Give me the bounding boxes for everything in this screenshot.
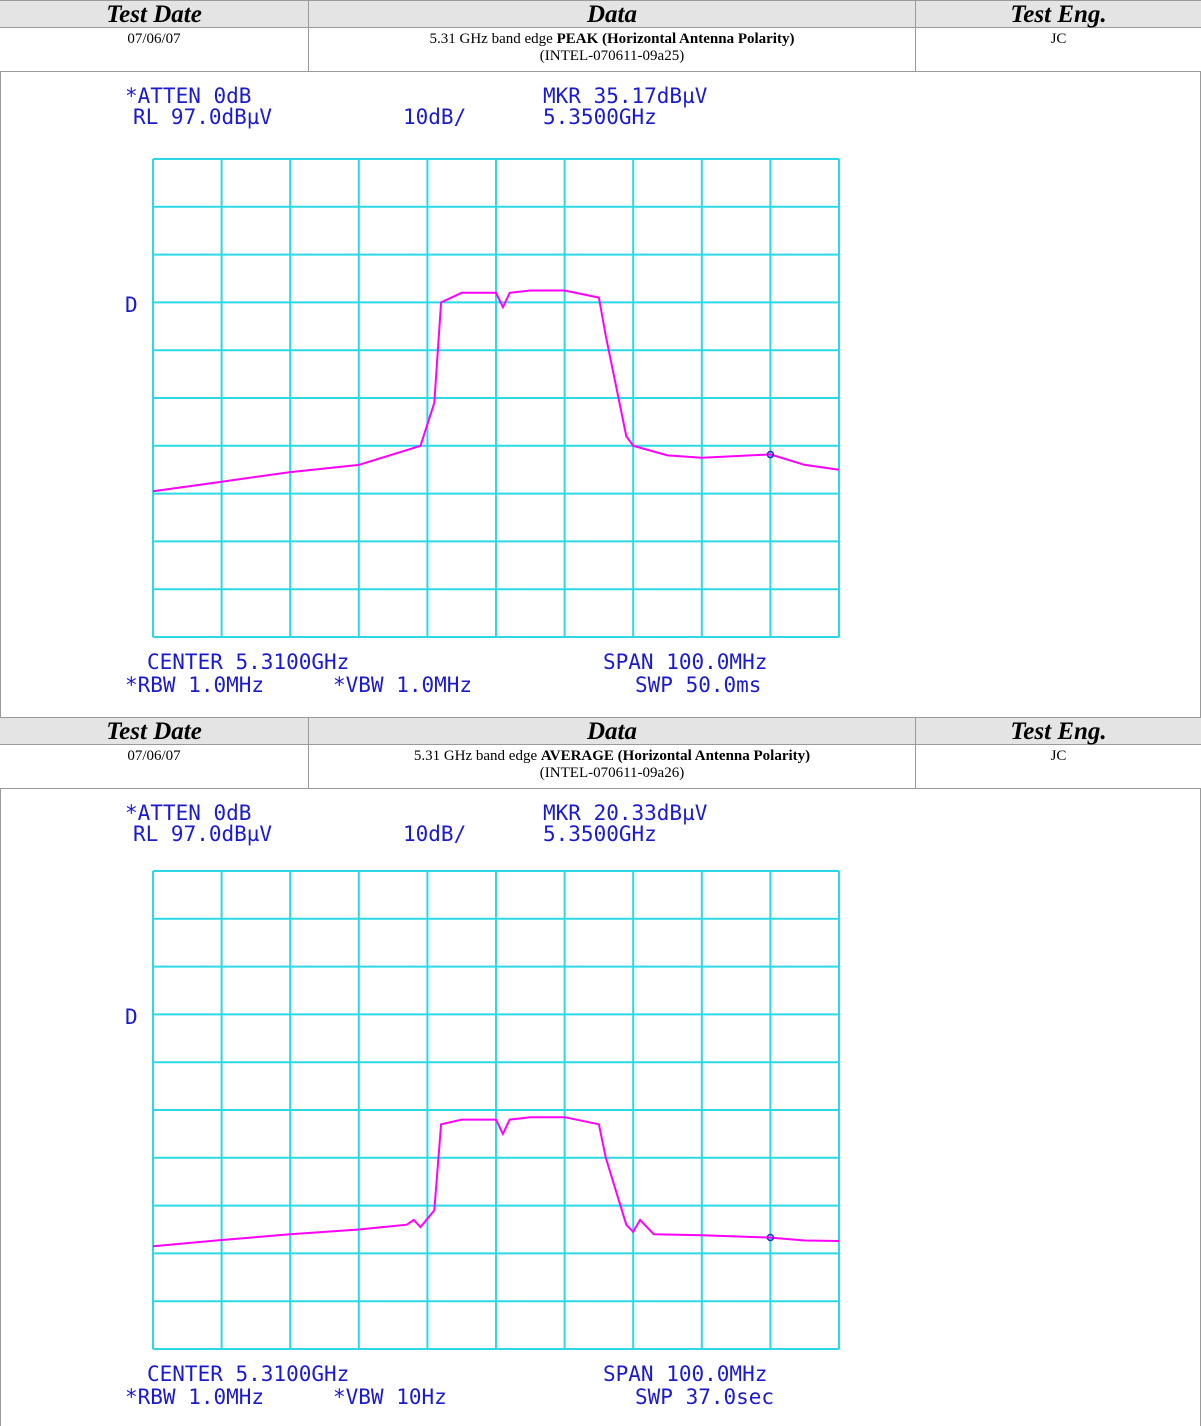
divider <box>308 718 309 744</box>
header-test-date: Test Date <box>106 718 202 745</box>
marker-level-label: MKR 20.33dBµV <box>543 801 708 825</box>
test-eng-value: JC <box>1050 748 1067 764</box>
center-freq-label: CENTER 5.3100GHz <box>147 1362 349 1386</box>
desc-prefix: 5.31 GHz band edge <box>429 31 557 47</box>
header-data: Data <box>587 1 637 28</box>
sweep-label: SWP 50.0ms <box>635 673 761 697</box>
marker-level-label: MKR 35.17dBµV <box>543 84 708 108</box>
header-test-eng: Test Eng. <box>1010 718 1107 745</box>
header-row-1: Test Date Data Test Eng. <box>0 0 1201 28</box>
header-data: Data <box>587 718 637 745</box>
sweep-label: SWP 37.0sec <box>635 1385 774 1409</box>
scale-label: 10dB/ <box>403 105 466 129</box>
ref-level-label: RL 97.0dBµV <box>133 105 272 129</box>
header-test-eng: Test Eng. <box>1010 1 1107 28</box>
vbw-label: *VBW 10Hz <box>333 1385 447 1409</box>
header-row-2: Test Date Data Test Eng. <box>0 717 1201 745</box>
divider <box>308 745 309 789</box>
marker-freq-label: 5.3500GHz <box>543 822 657 846</box>
desc-id: (INTEL-070611-09a25) <box>539 48 685 64</box>
divider <box>915 28 916 72</box>
detector-label: D <box>125 293 138 317</box>
plot-frame-2: *ATTEN 0dB RL 97.0dBµV 10dB/MKR 20.33dBµV 5… <box>0 789 1201 1426</box>
scale-label: 10dB/ <box>403 822 466 846</box>
divider <box>308 28 309 72</box>
marker-point <box>766 1233 775 1242</box>
center-freq-label: CENTER 5.3100GHz <box>147 650 349 674</box>
spectrum-trace <box>152 289 840 493</box>
rbw-label: *RBW 1.0MHz <box>125 1385 264 1409</box>
atten-label: *ATTEN 0dB <box>125 84 251 108</box>
test-date-value: 07/06/07 <box>127 31 181 47</box>
test-date-value: 07/06/07 <box>127 748 181 764</box>
marker-point <box>766 450 775 459</box>
marker-freq-label: 5.3500GHz <box>543 105 657 129</box>
divider <box>308 1 309 27</box>
desc-prefix: 5.31 GHz band edge <box>413 748 541 764</box>
plot-frame-1: *ATTEN 0dB RL 97.0dBµV 10dB/MKR 35.17dBµV 5… <box>0 72 1201 717</box>
rbw-label: *RBW 1.0MHz <box>125 673 264 697</box>
data-description: 5.31 GHz band edge AVERAGE (Horizontal A… <box>309 745 915 782</box>
data-row-1: 07/06/07 5.31 GHz band edge PEAK (Horizo… <box>0 28 1201 72</box>
desc-id: (INTEL-070611-09a26) <box>539 765 685 781</box>
atten-label: *ATTEN 0dB <box>125 801 251 825</box>
detector-label: D <box>125 1005 138 1029</box>
span-label: SPAN 100.0MHz <box>603 650 767 674</box>
spectrum-trace <box>152 1116 840 1248</box>
data-description: 5.31 GHz band edge PEAK (Horizontal Ante… <box>309 28 915 65</box>
divider <box>915 718 916 744</box>
ref-level-label: RL 97.0dBµV <box>133 822 272 846</box>
data-row-2: 07/06/07 5.31 GHz band edge AVERAGE (Hor… <box>0 745 1201 789</box>
divider <box>915 745 916 789</box>
divider <box>915 1 916 27</box>
vbw-label: *VBW 1.0MHz <box>333 673 472 697</box>
desc-bold: PEAK (Horizontal Antenna Polarity) <box>556 31 795 47</box>
span-label: SPAN 100.0MHz <box>603 1362 767 1386</box>
desc-bold: AVERAGE (Horizontal Antenna Polarity) <box>540 748 811 764</box>
header-test-date: Test Date <box>106 1 202 28</box>
test-eng-value: JC <box>1050 31 1067 47</box>
